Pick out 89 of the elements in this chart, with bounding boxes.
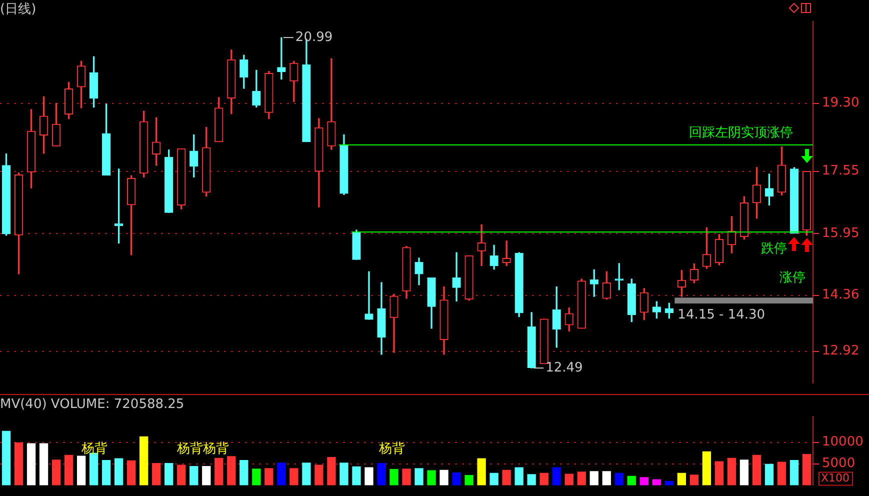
y-tick-label: 15.95: [822, 226, 860, 241]
bar: [552, 467, 561, 486]
y-tick-label: 14.36: [822, 288, 860, 303]
bar: [2, 430, 11, 486]
bar: [602, 471, 611, 486]
annotation: 12.49: [546, 360, 583, 376]
bar: [727, 458, 736, 486]
bar: [764, 464, 774, 486]
bar: [190, 466, 198, 486]
bar: [464, 475, 474, 486]
bar: [52, 460, 61, 486]
bar: [164, 463, 174, 486]
bar: [177, 464, 186, 486]
annotation: 杨背杨背: [176, 442, 230, 457]
bar: [140, 436, 148, 486]
bar: [277, 462, 286, 486]
bar: [502, 470, 511, 486]
bar: [327, 457, 336, 486]
chart-title: (日线): [0, 2, 36, 18]
bar: [114, 458, 124, 486]
bar: [564, 474, 574, 486]
bar: [540, 472, 548, 486]
bar: [790, 460, 799, 486]
bar: [89, 452, 98, 486]
bar: [702, 451, 712, 486]
bar: [152, 463, 161, 486]
bar: [364, 467, 374, 486]
bar: [26, 443, 36, 486]
y-tick-label: 19.30: [822, 96, 860, 111]
bar: [302, 462, 311, 486]
y-tick-label: 17.55: [822, 164, 860, 179]
bar: [440, 470, 448, 486]
bar: [290, 468, 298, 486]
annotation: 涨停: [780, 270, 806, 286]
bar: [240, 460, 248, 486]
candlestick: [452, 252, 461, 302]
candlestick: [277, 37, 286, 80]
bar: [414, 468, 424, 486]
bar: [377, 463, 386, 486]
candlestick: [364, 271, 374, 320]
bar: [664, 481, 674, 486]
bar: [490, 472, 498, 486]
bar: [340, 462, 348, 486]
bar: [614, 472, 624, 486]
annotation: 20.99: [295, 30, 333, 45]
bar: [677, 472, 686, 486]
bar: [264, 468, 274, 486]
band-label: 14.15 - 14.30: [678, 307, 766, 322]
bar: [14, 442, 24, 486]
bar: [214, 458, 224, 486]
bar: [590, 471, 598, 486]
bar: [740, 460, 749, 486]
annotation: 跌停: [761, 241, 788, 256]
candlestick: [502, 240, 511, 266]
bar: [477, 458, 486, 486]
bar: [752, 454, 762, 486]
y-tick-label: 10000: [822, 434, 864, 450]
chart-title: MV(40) VOLUME: 720588.25: [0, 397, 184, 412]
y-tick-label: 5000: [822, 456, 856, 472]
bar: [352, 466, 361, 486]
y-axis-title: X100: [821, 472, 850, 485]
bar: [39, 443, 48, 486]
bar: [202, 466, 211, 486]
bar: [390, 469, 398, 486]
bar: [76, 456, 86, 486]
bar: [102, 460, 111, 486]
bar: [777, 462, 786, 486]
bar: [427, 470, 436, 486]
bar: [514, 467, 524, 486]
bar: [640, 477, 648, 486]
bar: [452, 472, 461, 486]
bar: [527, 474, 536, 486]
bar: [802, 454, 812, 486]
bar: [652, 479, 661, 486]
bar: [627, 476, 636, 486]
bar: [227, 456, 236, 486]
bar: [714, 461, 724, 486]
bar: [252, 468, 261, 486]
bar: [64, 454, 74, 486]
bar: [127, 460, 136, 486]
annotation: 杨背: [80, 442, 108, 457]
bar: [314, 464, 324, 486]
ref-line-label: 回踩左阴实顶涨停: [689, 126, 793, 141]
annotation: 杨背: [378, 442, 405, 457]
bar: [402, 468, 411, 486]
y-tick-label: 12.92: [822, 344, 860, 359]
bar: [690, 474, 699, 486]
bar: [577, 472, 586, 486]
candlestick: [477, 224, 486, 266]
